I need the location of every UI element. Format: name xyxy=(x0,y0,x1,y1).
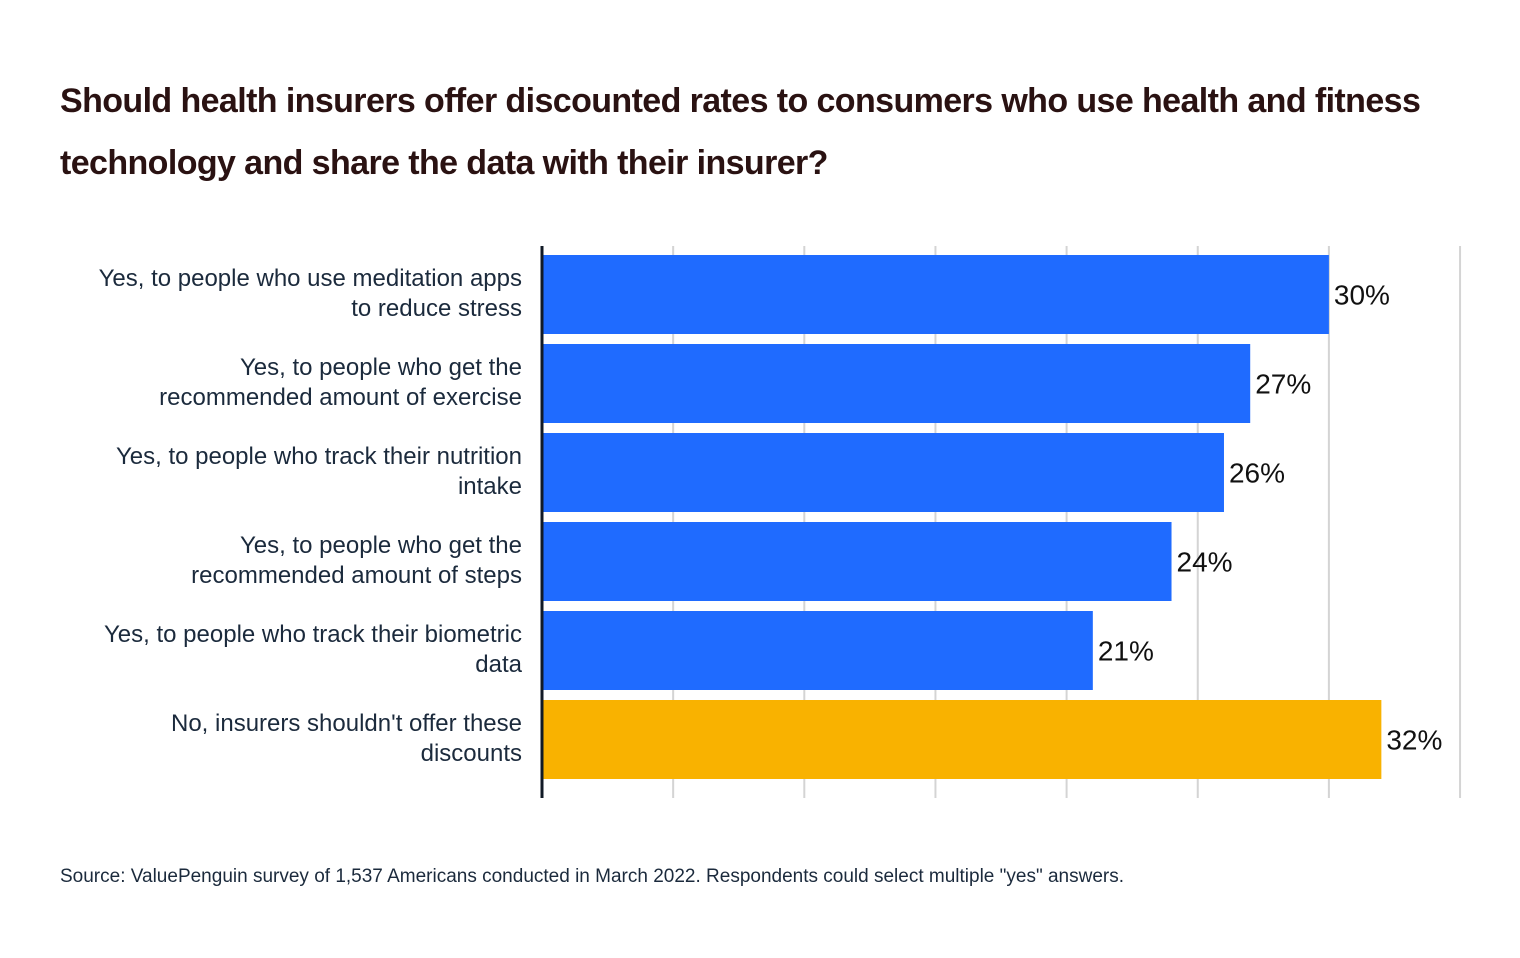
bar-2 xyxy=(542,344,1251,423)
value-label-4: 24% xyxy=(1177,547,1233,578)
value-label-5: 21% xyxy=(1098,636,1154,667)
bar-1 xyxy=(542,255,1329,334)
value-label-6: 32% xyxy=(1386,725,1442,756)
category-label-line: data xyxy=(475,650,522,678)
bar-4 xyxy=(542,522,1172,601)
bar-5 xyxy=(542,611,1093,690)
value-label-3: 26% xyxy=(1229,458,1285,489)
category-label-line: recommended amount of exercise xyxy=(159,383,522,411)
value-label-2: 27% xyxy=(1255,369,1311,400)
chart-title: Should health insurers offer discounted … xyxy=(60,82,1421,182)
category-label-line: recommended amount of steps xyxy=(191,561,522,589)
category-label-4: Yes, to people who get the recommended am… xyxy=(42,531,522,591)
value-label-1: 30% xyxy=(1334,280,1390,311)
bar-3 xyxy=(542,433,1224,512)
category-label-5: Yes, to people who track their biometric… xyxy=(42,620,522,680)
source-note: Source: ValuePenguin survey of 1,537 Ame… xyxy=(60,866,1125,887)
bar-6 xyxy=(542,700,1382,779)
category-label-6: No, insurers shouldn't offer these discou… xyxy=(42,709,522,769)
category-label-line: Yes, to people who use meditation apps xyxy=(98,264,522,292)
category-label-3: Yes, to people who track their nutrition… xyxy=(42,442,522,502)
category-label-line: intake xyxy=(457,472,522,500)
category-label-2: Yes, to people who get the recommended am… xyxy=(42,353,522,413)
category-label-line: No, insurers shouldn't offer these xyxy=(171,709,522,737)
category-label-line: Yes, to people who get the xyxy=(240,531,522,559)
category-label-line: Yes, to people who track their nutrition xyxy=(115,442,522,470)
category-label-line: discounts xyxy=(420,739,522,767)
category-label-1: Yes, to people who use meditation apps to… xyxy=(42,264,522,324)
category-label-line: Yes, to people who get the xyxy=(240,353,522,381)
category-label-line: to reduce stress xyxy=(351,294,522,322)
category-label-line: Yes, to people who track their biometric xyxy=(104,620,522,648)
